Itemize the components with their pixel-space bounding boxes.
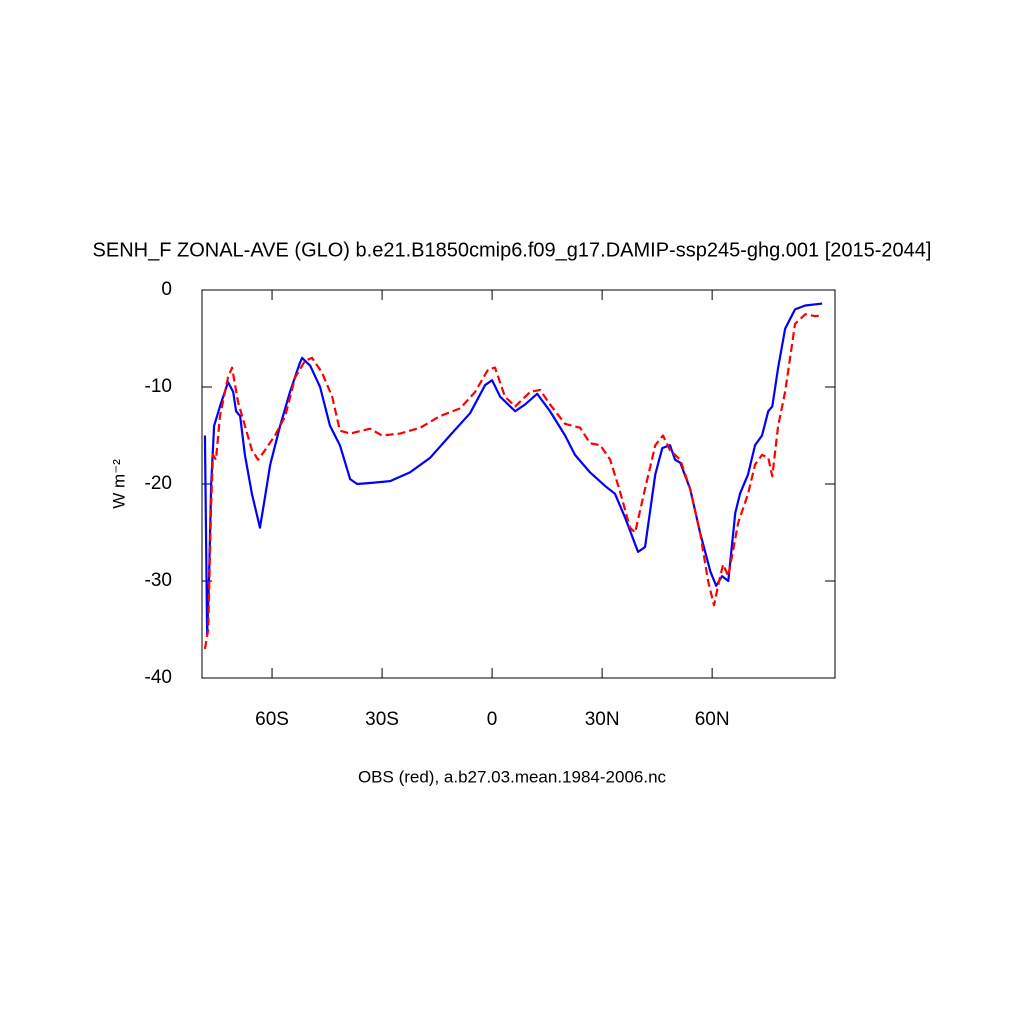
y-tick-label: 0 — [161, 279, 172, 300]
x-axis-label: OBS (red), a.b27.03.mean.1984-2006.nc — [358, 767, 667, 786]
x-tick-label: 60N — [695, 709, 730, 730]
data-line — [203, 302, 823, 636]
data-line — [203, 313, 823, 650]
x-tick-label: 0 — [487, 709, 498, 730]
y-tick-label: -20 — [145, 473, 172, 494]
x-tick-label: 60S — [255, 709, 289, 730]
x-tick-label: 30N — [585, 709, 620, 730]
y-tick-label: -40 — [145, 667, 172, 688]
x-tick-label: 30S — [365, 709, 399, 730]
y-axis-label: W m⁻² — [109, 459, 128, 509]
chart-title: SENH_F ZONAL-AVE (GLO) b.e21.B1850cmip6.… — [93, 239, 932, 261]
y-tick-label: -10 — [145, 376, 172, 397]
plot-frame — [201, 289, 836, 679]
y-tick-label: -30 — [145, 570, 172, 591]
